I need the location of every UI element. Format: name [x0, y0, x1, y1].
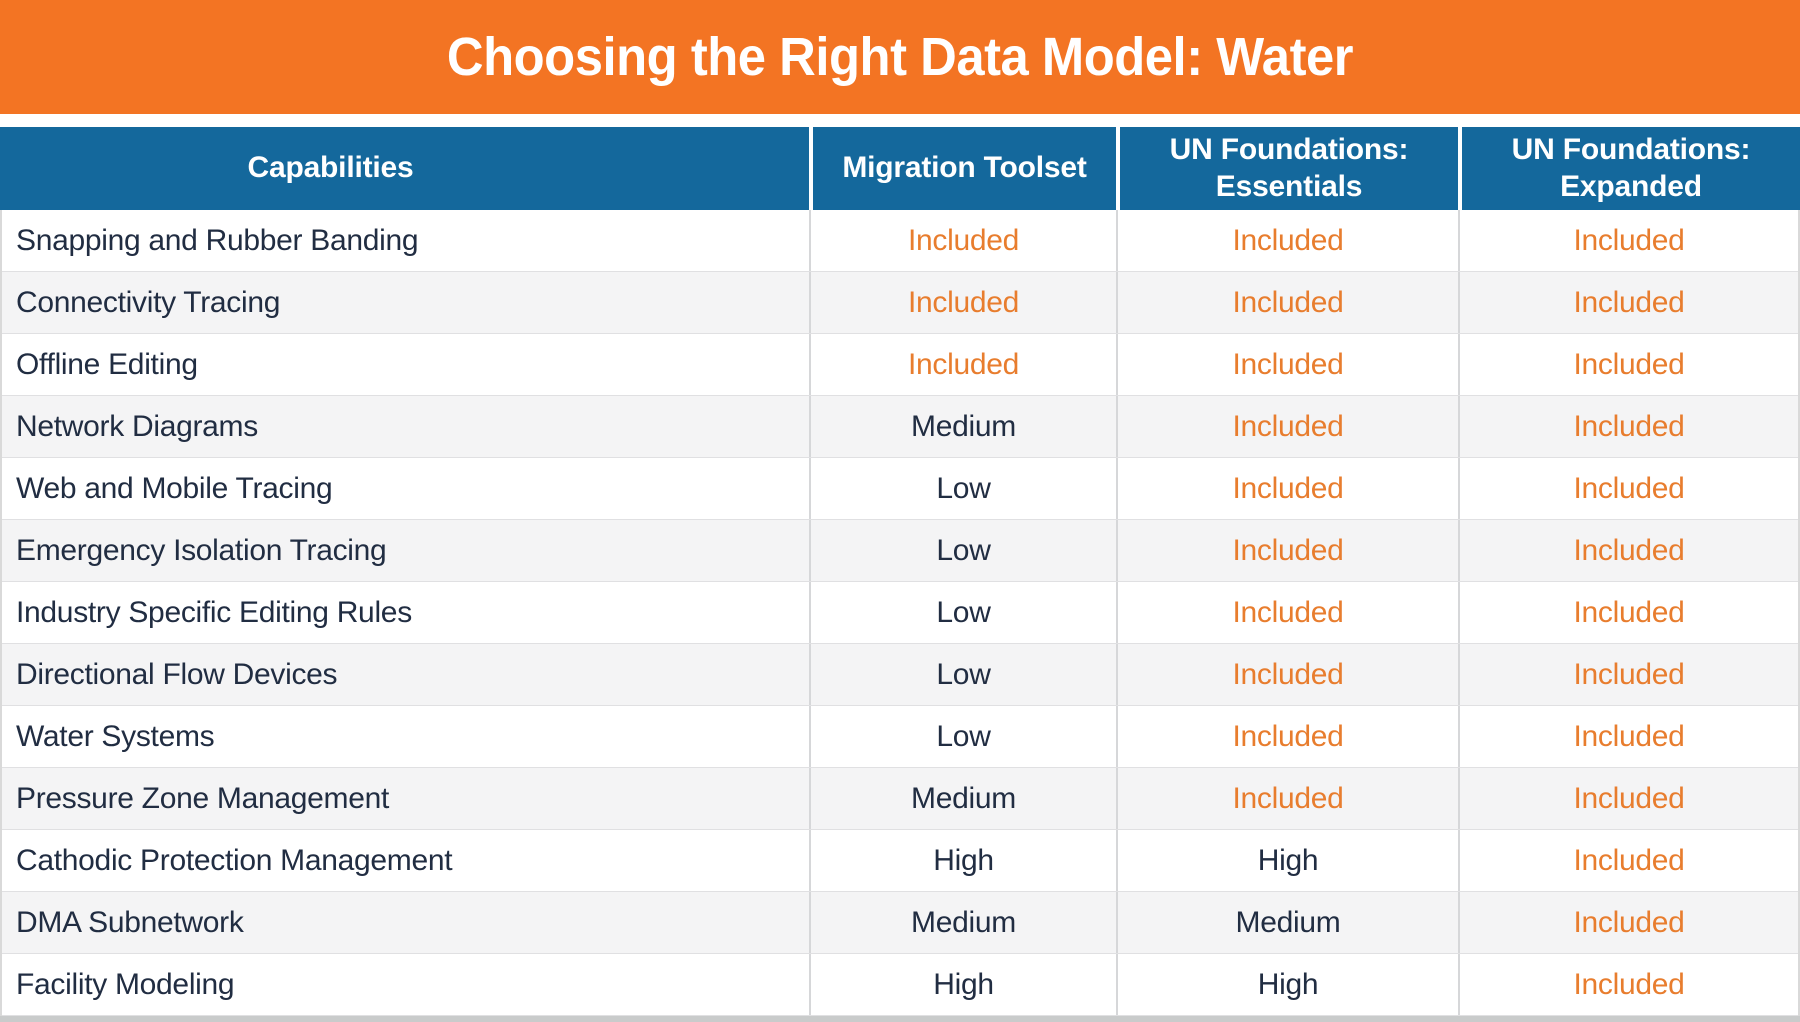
- column-header-label: Capabilities: [247, 151, 414, 185]
- value-cell: Included: [809, 334, 1116, 395]
- capability-cell: Directional Flow Devices: [16, 657, 338, 691]
- table-row: DMA Subnetwork Medium Medium Included: [2, 892, 1798, 954]
- value-cell: Included: [1116, 644, 1458, 705]
- capability-cell: Industry Specific Editing Rules: [16, 595, 412, 629]
- value-cell: Included: [1116, 768, 1458, 829]
- page-title: Choosing the Right Data Model: Water: [418, 26, 1382, 88]
- value-cell: Medium: [809, 892, 1116, 953]
- table-row: Emergency Isolation Tracing Low Included In…: [2, 520, 1798, 582]
- banner-header-gap: [0, 114, 1800, 127]
- value-cell: Included: [1458, 954, 1798, 1015]
- value-cell: High: [809, 954, 1116, 1015]
- table-row: Connectivity Tracing Included Included Incl…: [2, 272, 1798, 334]
- table-row: Pressure Zone Management Medium Included In…: [2, 768, 1798, 830]
- value-cell: High: [1116, 830, 1458, 891]
- value-cell: Included: [1458, 768, 1798, 829]
- table-row: Snapping and Rubber Banding Included Inclu…: [2, 210, 1798, 272]
- value-cell: Medium: [809, 768, 1116, 829]
- capability-cell: Web and Mobile Tracing: [16, 471, 333, 505]
- value-cell: Included: [1458, 334, 1798, 395]
- value-cell: Included: [1116, 210, 1458, 271]
- table-body: Snapping and Rubber Banding Included Inclu…: [0, 210, 1800, 1016]
- table-row: Network Diagrams Medium Included Included: [2, 396, 1798, 458]
- value-cell: Included: [1116, 396, 1458, 457]
- column-header-un-foundations-essentials: UN Foundations: Essentials: [1116, 127, 1458, 210]
- column-header-label: UN Foundations: Expanded: [1511, 132, 1751, 203]
- value-cell: Included: [1116, 458, 1458, 519]
- title-banner: Choosing the Right Data Model: Water: [0, 0, 1800, 114]
- column-header-label: Migration Toolset: [842, 151, 1087, 185]
- value-cell: High: [1116, 954, 1458, 1015]
- value-cell: Included: [1116, 334, 1458, 395]
- column-header-un-foundations-expanded: UN Foundations: Expanded: [1458, 127, 1800, 210]
- table-row: Industry Specific Editing Rules Low Includ…: [2, 582, 1798, 644]
- capability-cell: Facility Modeling: [16, 967, 235, 1001]
- value-cell: Included: [1458, 520, 1798, 581]
- column-header-capabilities: Capabilities: [0, 127, 809, 210]
- table-header-row: Capabilities Migration Toolset UN Founda…: [0, 127, 1800, 210]
- value-cell: Included: [1116, 706, 1458, 767]
- table-row: Water Systems Low Included Included: [2, 706, 1798, 768]
- value-cell: Included: [1116, 520, 1458, 581]
- value-cell: Included: [1116, 582, 1458, 643]
- value-cell: Included: [1458, 644, 1798, 705]
- value-cell: Included: [1458, 830, 1798, 891]
- table-row: Web and Mobile Tracing Low Included Include…: [2, 458, 1798, 520]
- value-cell: Low: [809, 706, 1116, 767]
- column-header-migration-toolset: Migration Toolset: [809, 127, 1116, 210]
- value-cell: Included: [1458, 210, 1798, 271]
- value-cell: Included: [1458, 892, 1798, 953]
- table-row: Offline Editing Included Included Included: [2, 334, 1798, 396]
- value-cell: Included: [1458, 582, 1798, 643]
- table-row: Facility Modeling High High Included: [2, 954, 1798, 1016]
- value-cell: Included: [1458, 706, 1798, 767]
- value-cell: Medium: [809, 396, 1116, 457]
- value-cell: Included: [1458, 458, 1798, 519]
- value-cell: Low: [809, 520, 1116, 581]
- capability-cell: Snapping and Rubber Banding: [16, 223, 419, 257]
- value-cell: Low: [809, 582, 1116, 643]
- value-cell: Included: [1458, 396, 1798, 457]
- capability-cell: Offline Editing: [16, 347, 198, 381]
- value-cell: Included: [1458, 272, 1798, 333]
- capability-cell: Pressure Zone Management: [16, 781, 390, 815]
- capability-cell: DMA Subnetwork: [16, 905, 244, 939]
- capability-cell: Cathodic Protection Management: [16, 843, 453, 877]
- capability-cell: Network Diagrams: [16, 409, 258, 443]
- table-row: Directional Flow Devices Low Included Inclu…: [2, 644, 1798, 706]
- table-bottom-border: [0, 1016, 1800, 1022]
- value-cell: Included: [809, 272, 1116, 333]
- capability-cell: Water Systems: [16, 719, 215, 753]
- value-cell: Included: [809, 210, 1116, 271]
- table-row: Cathodic Protection Management High High In…: [2, 830, 1798, 892]
- value-cell: Included: [1116, 272, 1458, 333]
- capability-cell: Connectivity Tracing: [16, 285, 281, 319]
- value-cell: Medium: [1116, 892, 1458, 953]
- value-cell: High: [809, 830, 1116, 891]
- capability-cell: Emergency Isolation Tracing: [16, 533, 387, 567]
- page-title-text: Choosing the Right Data Model: Water: [446, 27, 1354, 87]
- column-header-label: UN Foundations: Essentials: [1169, 132, 1409, 203]
- value-cell: Low: [809, 458, 1116, 519]
- value-cell: Low: [809, 644, 1116, 705]
